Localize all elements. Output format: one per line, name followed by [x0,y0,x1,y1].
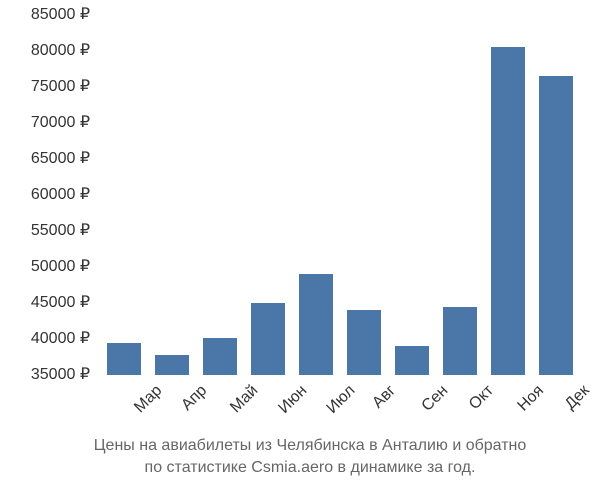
bars-group [100,15,580,375]
caption-line-2: по статистике Csmia.aero в динамике за г… [10,457,600,479]
caption-line-1: Цены на авиабилеты из Челябинска в Антал… [10,435,600,457]
y-tick-label: 85000 ₽ [31,7,90,23]
y-tick-label: 70000 ₽ [31,115,90,131]
y-tick-label: 45000 ₽ [31,295,90,311]
bar [299,274,334,375]
y-tick-label: 60000 ₽ [31,187,90,203]
y-tick-label: 50000 ₽ [31,259,90,275]
x-tick-label: Авг [369,382,399,412]
price-chart: 35000 ₽ 40000 ₽ 45000 ₽ 50000 ₽ 55000 ₽ 60000… [10,10,590,490]
bar [155,355,190,375]
bar [395,346,430,375]
x-tick-label: Дек [562,382,594,414]
x-tick-label: Мар [131,382,166,417]
x-tick-label: Окт [466,382,498,414]
x-tick-label: Апр [178,382,211,415]
bar [539,76,574,375]
y-tick-label: 40000 ₽ [31,331,90,347]
bar [347,310,382,375]
x-axis: МарАпрМайИюнИюлАвгСенОктНояДек [100,380,580,430]
y-tick-label: 80000 ₽ [31,43,90,59]
y-tick-label: 75000 ₽ [31,79,90,95]
x-tick-label: Сен [419,382,452,415]
y-tick-label: 35000 ₽ [31,367,90,383]
y-tick-label: 65000 ₽ [31,151,90,167]
bar [251,303,286,375]
x-tick-label: Июл [324,382,360,418]
bar [107,343,142,375]
bar [491,47,526,375]
plot-area [100,15,580,375]
x-tick-label: Июн [275,382,311,418]
x-tick-label: Май [227,382,262,417]
y-tick-label: 55000 ₽ [31,223,90,239]
x-tick-label: Ноя [515,382,548,415]
bar [443,307,478,375]
bar [203,338,238,375]
y-axis: 35000 ₽40000 ₽45000 ₽50000 ₽55000 ₽60000… [10,15,95,375]
